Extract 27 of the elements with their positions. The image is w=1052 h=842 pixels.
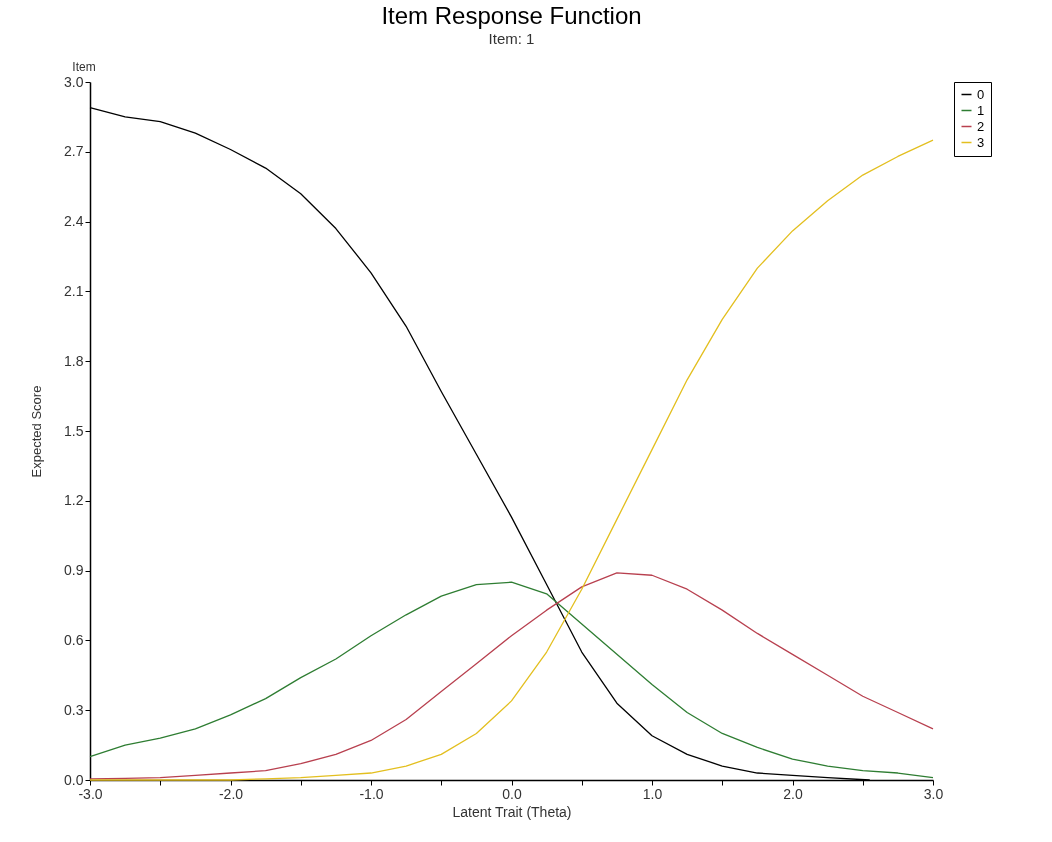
y-tick-label: 0.6: [64, 631, 84, 648]
chart-subtitle: Item: 1: [488, 30, 535, 47]
legend-label: 1: [977, 102, 985, 118]
legend-label: 2: [977, 118, 985, 134]
legend-label: 3: [977, 134, 985, 150]
legend-label: 0: [977, 86, 985, 102]
y-tick-label: 0.0: [64, 771, 84, 788]
chart-title: Item Response Function: [381, 2, 642, 29]
x-tick-label: 1.0: [642, 785, 663, 802]
y-tick-label: 1.2: [64, 492, 84, 509]
x-tick-label: -3.0: [78, 785, 103, 802]
x-tick-label: 3.0: [923, 785, 944, 802]
y-tick-label: 1.5: [64, 422, 84, 439]
y-tick-label: 0.9: [64, 562, 84, 579]
text: Item: [72, 60, 96, 74]
x-axis-title: Latent Trait (Theta): [452, 803, 572, 820]
y-tick-label: 1.8: [64, 352, 84, 369]
x-tick-label: -2.0: [218, 785, 244, 802]
y-tick-label: 2.1: [64, 282, 84, 299]
y-axis-title: Expected Score: [29, 385, 45, 478]
y-tick-label: 0.3: [64, 701, 84, 718]
x-tick-label: -1.0: [359, 785, 384, 802]
y-tick-label: 2.7: [64, 143, 84, 160]
y-tick-label: 2.4: [64, 213, 84, 230]
x-tick-label: 0.0: [502, 785, 522, 802]
y-tick-label: 3.0: [64, 73, 84, 90]
x-tick-label: 2.0: [783, 785, 803, 802]
